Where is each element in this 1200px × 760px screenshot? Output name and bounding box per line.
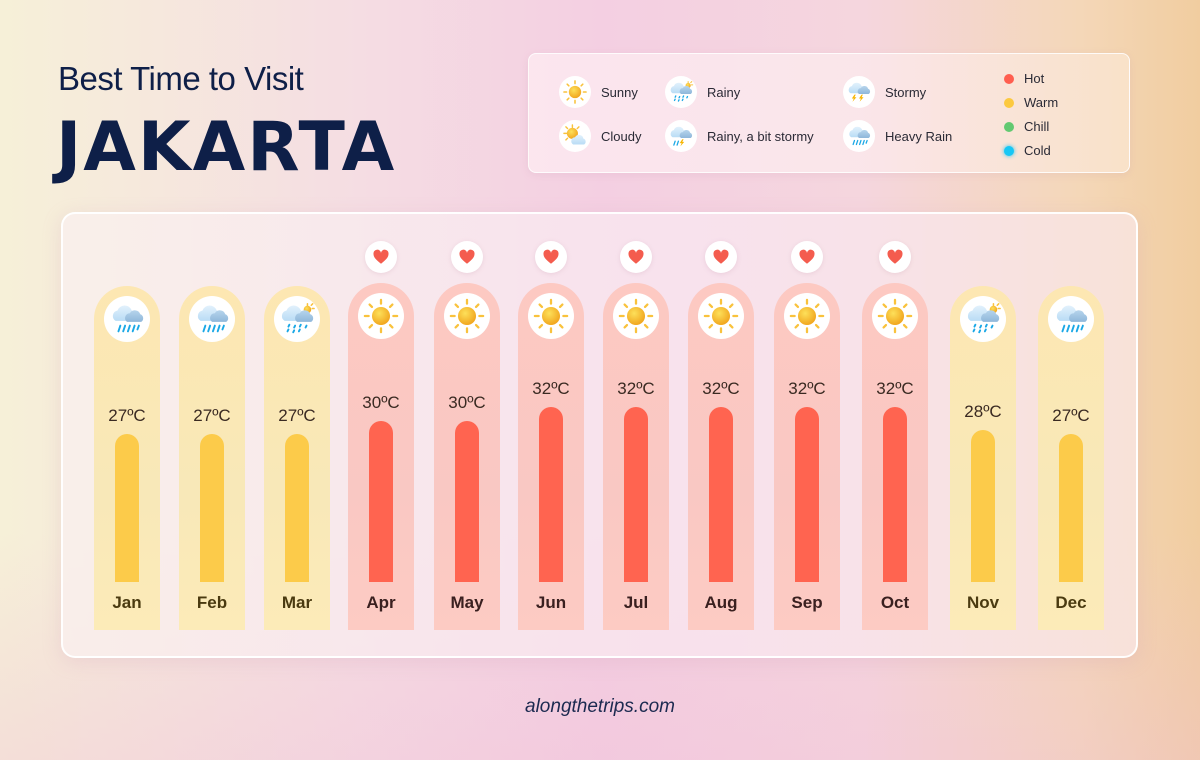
heavy-rain-icon	[189, 296, 235, 342]
legend-temp-label: Cold	[1024, 143, 1051, 158]
temperature-label: 27ºC	[193, 406, 231, 425]
temperature-bar	[624, 407, 648, 582]
heart-icon	[451, 241, 483, 273]
month-label: Jul	[623, 593, 649, 612]
heavy-rain-icon	[1048, 296, 1094, 342]
temperature-label: 27ºC	[108, 406, 146, 425]
legend-item-heavy-rain: Heavy Rain	[843, 120, 952, 152]
temperature-bar	[285, 434, 309, 582]
month-label: Nov	[966, 593, 1000, 612]
temperature-bar	[1059, 434, 1083, 582]
legend-label: Stormy	[885, 84, 927, 100]
hot-dot-icon	[1004, 73, 1014, 84]
page-subtitle: Best Time to Visit	[58, 60, 304, 97]
sunny-icon	[528, 293, 574, 339]
temperature-bar	[455, 421, 479, 582]
month-label: Feb	[196, 593, 228, 612]
heart-icon	[365, 241, 397, 273]
month-label: May	[450, 593, 484, 612]
heavy-rain-icon	[104, 296, 150, 342]
temperature-bar	[883, 407, 907, 582]
legend-label: Rainy	[707, 84, 741, 100]
page-title: JAKARTA	[56, 108, 397, 187]
legend-temp-warm: Warm	[1004, 95, 1058, 110]
temperature-bar	[115, 434, 139, 582]
legend-temp-label: Hot	[1024, 71, 1045, 86]
stormy-icon	[843, 76, 875, 108]
rainy-stormy-icon	[665, 120, 697, 152]
heart-icon	[705, 241, 737, 273]
warm-dot-icon	[1004, 97, 1014, 108]
cloudy-icon	[559, 120, 591, 152]
temperature-bar	[971, 430, 995, 582]
rainy-icon	[274, 296, 320, 342]
month-label: Mar	[281, 593, 313, 612]
heart-icon	[791, 241, 823, 273]
legend-label: Cloudy	[601, 128, 642, 144]
temperature-label: 28ºC	[964, 402, 1002, 421]
temperature-bar	[539, 407, 563, 582]
legend-label: Sunny	[601, 84, 638, 100]
heavy-rain-icon	[843, 120, 875, 152]
rainy-icon	[665, 76, 697, 108]
footer-site: alongthetrips.com	[525, 696, 675, 717]
month-label: Dec	[1055, 593, 1087, 612]
temperature-bar	[369, 421, 393, 582]
sunny-icon	[444, 293, 490, 339]
month-label: Apr	[366, 593, 396, 612]
temperature-label: 32ºC	[532, 379, 570, 398]
temperature-label: 27ºC	[1052, 406, 1090, 425]
sunny-icon	[784, 293, 830, 339]
legend-temp-hot: Hot	[1004, 71, 1044, 86]
legend-temp-label: Warm	[1024, 95, 1059, 110]
legend-temp-chill: Chill	[1004, 119, 1049, 134]
legend-temp-cold: Cold	[1004, 143, 1051, 158]
month-label: Oct	[880, 593, 910, 612]
temperature-bar	[795, 407, 819, 582]
legend-item-cloudy: Cloudy	[559, 120, 641, 152]
temperature-label: 30ºC	[448, 393, 486, 412]
temperature-label: 32ºC	[788, 379, 826, 398]
heart-icon	[620, 241, 652, 273]
legend-item-stormy: Stormy	[843, 76, 926, 108]
sunny-icon	[698, 293, 744, 339]
temperature-label: 27ºC	[278, 406, 316, 425]
sunny-icon	[358, 293, 404, 339]
legend-item-sunny: Sunny	[559, 76, 638, 108]
temperature-label: 32ºC	[876, 379, 914, 398]
sunny-icon	[872, 293, 918, 339]
temperature-bar	[200, 434, 224, 582]
month-label: Sep	[791, 593, 823, 612]
temperature-bar	[709, 407, 733, 582]
month-label: Aug	[704, 593, 738, 612]
sunny-icon	[613, 293, 659, 339]
month-label: Jun	[535, 593, 567, 612]
temperature-label: 30ºC	[362, 393, 400, 412]
legend-label: Heavy Rain	[885, 128, 953, 144]
cold-dot-icon	[1004, 145, 1014, 156]
legend: Sunny Cloudy Rainy Rainy, a bit stormy S…	[528, 53, 1130, 173]
chill-dot-icon	[1004, 121, 1014, 132]
legend-item-rainy: Rainy	[665, 76, 740, 108]
legend-item-rainy-stormy: Rainy, a bit stormy	[665, 120, 814, 152]
legend-label: Rainy, a bit stormy	[707, 128, 814, 144]
rainy-icon	[960, 296, 1006, 342]
sunny-icon	[559, 76, 591, 108]
temperature-label: 32ºC	[617, 379, 655, 398]
month-label: Jan	[112, 593, 142, 612]
heart-icon	[535, 241, 567, 273]
temperature-label: 32ºC	[702, 379, 740, 398]
legend-temp-label: Chill	[1024, 119, 1050, 134]
heart-icon	[879, 241, 911, 273]
